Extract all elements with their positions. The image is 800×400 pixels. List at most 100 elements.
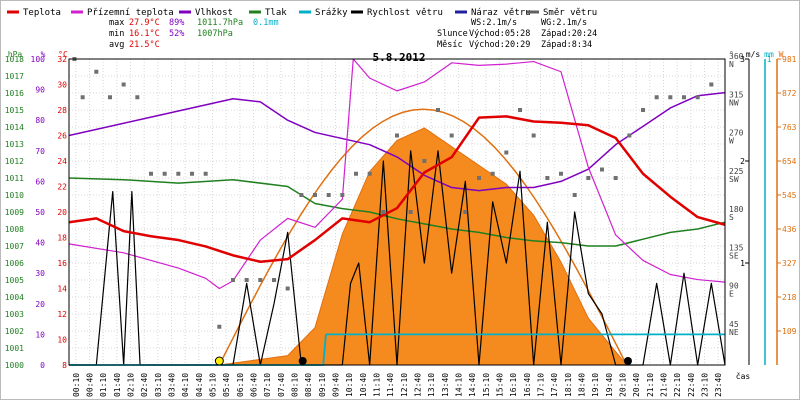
x-tick-label: 09:10 [318, 373, 327, 397]
wind-direction-point [340, 193, 345, 197]
sun-rise: Východ:05:28 [469, 29, 530, 39]
x-tick-label: 04:10 [181, 373, 190, 397]
legend-label: Vlhkost [195, 8, 233, 18]
plot-frame [68, 58, 726, 366]
wind-direction-point [545, 176, 550, 180]
direction-compass-label: NW [729, 98, 739, 107]
x-tick-label: 13:40 [441, 373, 450, 397]
wind-direction-point [668, 95, 673, 100]
axis-unit-ms: m/s [746, 50, 761, 59]
stat-max-hum: 89% [169, 18, 184, 28]
stat-avg-label: avg [109, 40, 124, 50]
temp-tick-label: 28 [57, 106, 67, 115]
temp-tick-label: 32 [57, 55, 67, 64]
x-tick-label: 20:10 [619, 373, 628, 397]
x-tick-label: 01:10 [99, 373, 108, 397]
x-tick-label: 02:40 [140, 373, 149, 397]
pct-tick-label: 40 [35, 239, 45, 248]
pressure-line [68, 177, 726, 247]
wind-direction-point [654, 95, 659, 100]
wind-direction-point [121, 82, 126, 87]
ms-tick-label: 1 [740, 259, 745, 268]
wind-direction-point [531, 133, 536, 138]
x-tick-label: 11:40 [386, 373, 395, 397]
stat-max-label: max [109, 18, 124, 28]
legend-label: Směr větru [543, 8, 597, 18]
hpa-tick-label: 1002 [5, 327, 24, 336]
wind-direction-point [244, 278, 249, 282]
wind-direction-point [422, 159, 427, 163]
stat-min-temp: 16.1°C [129, 29, 160, 39]
x-tick-label: 22:40 [687, 373, 696, 397]
hpa-tick-label: 1004 [5, 293, 24, 302]
hpa-tick-label: 1005 [5, 276, 24, 285]
x-tick-label: 18:10 [564, 373, 573, 397]
moon-set: Západ:8:34 [541, 40, 592, 50]
watt-tick-label: 109 [782, 327, 797, 336]
x-tick-label: 10:10 [345, 373, 354, 397]
wind-direction-point [149, 171, 153, 176]
legend-label: Srážky [315, 8, 348, 18]
hpa-tick-label: 1011 [5, 174, 24, 183]
x-tick-label: 12:10 [400, 373, 409, 397]
ms-tick-label: 2 [740, 157, 745, 166]
pct-tick-label: 90 [35, 86, 45, 95]
direction-tick-label: 315 [729, 90, 744, 99]
x-tick-label: 23:10 [701, 373, 710, 397]
hpa-tick-label: 1009 [5, 208, 24, 217]
hpa-tick-label: 1008 [5, 225, 24, 234]
temperature-line [68, 115, 726, 263]
hpa-tick-label: 1016 [5, 89, 24, 98]
pct-tick-label: 80 [35, 116, 45, 125]
pct-tick-label: 20 [35, 300, 45, 309]
temp-tick-label: 30 [57, 81, 67, 90]
direction-compass-label: SW [729, 175, 739, 184]
direction-tick-label: 45 [729, 320, 739, 329]
x-tick-label: 07:40 [277, 373, 286, 397]
x-tick-label: 02:10 [127, 373, 136, 397]
x-tick-label: 08:40 [304, 373, 313, 397]
x-tick-label: 15:40 [496, 373, 505, 397]
axis-unit-direction: ° [729, 50, 734, 59]
watt-tick-label: 545 [782, 191, 797, 200]
hpa-tick-label: 1001 [5, 344, 24, 353]
moon-rise: Východ:20:29 [469, 40, 530, 50]
x-tick-label: 10:40 [359, 373, 368, 397]
wind-direction-point [709, 82, 714, 87]
x-tick-label: 21:40 [660, 373, 669, 397]
x-tick-label: 20:40 [632, 373, 641, 397]
axis-unit-watt: W [779, 50, 784, 59]
pct-tick-label: 30 [35, 269, 45, 278]
temp-tick-label: 20 [57, 208, 67, 217]
direction-tick-label: 360 [729, 52, 744, 61]
sun-set: Západ:20:24 [541, 29, 597, 39]
wind-direction-point [203, 171, 208, 176]
hpa-tick-label: 1014 [5, 123, 24, 132]
wind-direction-point [613, 176, 618, 180]
wind-direction-point [504, 150, 509, 155]
wind-direction-point [641, 108, 645, 112]
pct-tick-label: 0 [40, 361, 45, 370]
x-tick-label: 15:10 [482, 373, 491, 397]
wind-direction-point [231, 278, 235, 282]
x-tick-label: 12:40 [414, 373, 423, 397]
hpa-tick-label: 1015 [5, 106, 24, 115]
direction-tick-label: 225 [729, 167, 744, 176]
wind-direction-point [600, 167, 604, 172]
direction-tick-label: 270 [729, 129, 744, 138]
direction-tick-label: 90 [729, 282, 739, 291]
wind-direction-point [258, 278, 263, 282]
direction-tick-label: 135 [729, 243, 744, 252]
x-tick-label: 19:40 [605, 373, 614, 397]
stat-min-hum: 52% [169, 29, 184, 39]
hpa-tick-label: 1017 [5, 72, 24, 81]
axis-unit-pct: % [41, 50, 46, 59]
pct-tick-label: 50 [35, 208, 45, 217]
x-tick-label: 05:10 [209, 373, 218, 397]
wind-direction-point [285, 286, 290, 291]
temp-tick-label: 14 [57, 285, 67, 294]
x-tick-label: 09:40 [332, 373, 341, 397]
wind-ws: WS:2.1m/s [471, 18, 517, 28]
